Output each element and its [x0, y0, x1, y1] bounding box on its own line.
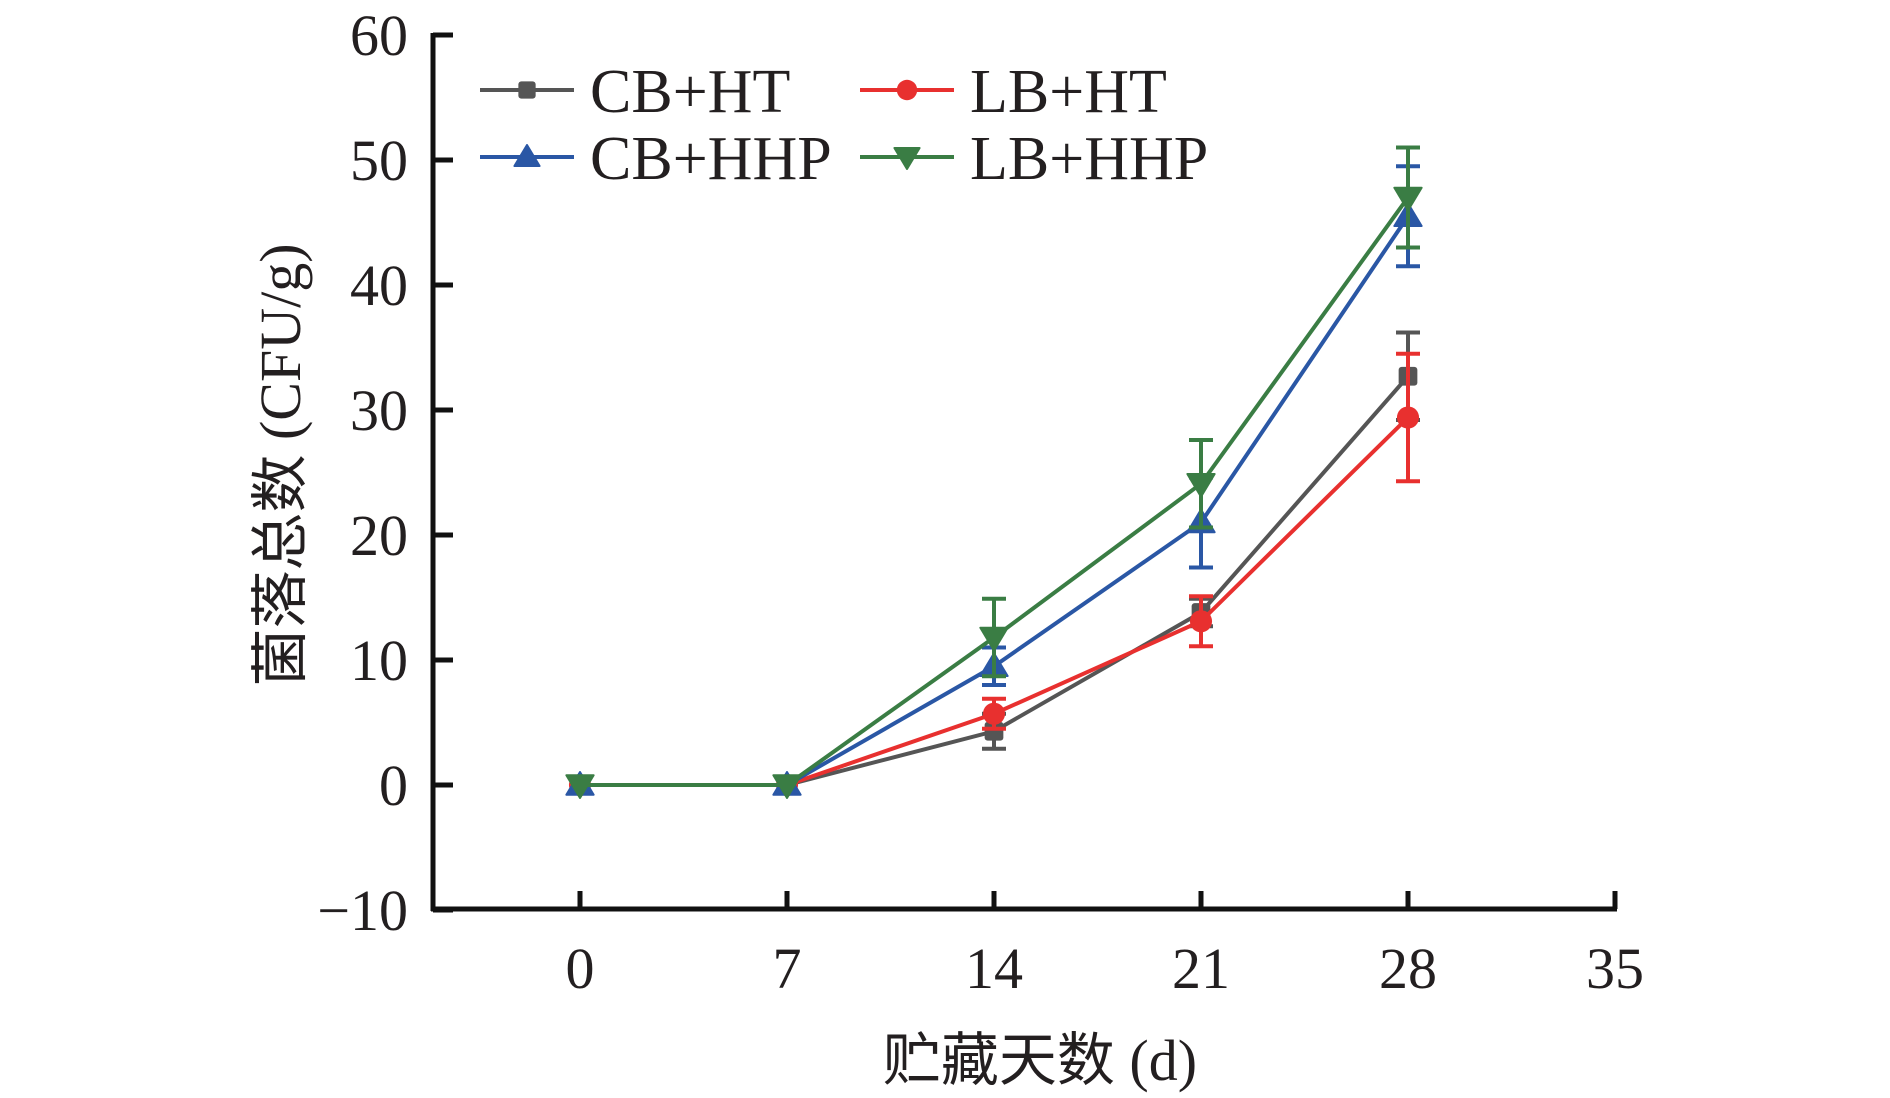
data-point [1189, 610, 1213, 633]
legend-label: LB+HT [970, 58, 1167, 126]
legend-item: CB+HT [480, 58, 790, 126]
legend-label: LB+HHP [970, 125, 1208, 193]
legend-item: CB+HHP [480, 125, 832, 193]
y-tick-label: 60 [350, 3, 408, 68]
y-axis-title: 菌落总数 (CFU/g) [248, 243, 313, 686]
data-point [979, 626, 1009, 652]
y-tick-label: 50 [350, 128, 408, 193]
legend-marker-icon [513, 144, 541, 167]
y-tick-label: 10 [350, 628, 408, 693]
x-tick-label: 7 [773, 936, 802, 1001]
data-point [772, 774, 802, 799]
x-tick-label: 28 [1379, 936, 1437, 1001]
legend-marker-icon [896, 79, 918, 101]
legend-label: CB+HT [590, 58, 790, 126]
data-point [982, 702, 1006, 725]
data-point [1396, 406, 1420, 429]
legend-label: CB+HHP [590, 125, 832, 193]
data-point [1393, 186, 1423, 212]
legend: CB+HT LB+HT CB+HHP LB+HHP [480, 58, 1208, 193]
series-lb-hhp [565, 145, 1423, 799]
y-tick-label: 40 [350, 253, 408, 318]
legend-item: LB+HHP [860, 125, 1208, 193]
x-tick-label: 21 [1172, 936, 1230, 1001]
series-layer [565, 145, 1423, 799]
data-point [984, 721, 1004, 741]
data-point [565, 774, 595, 799]
x-tick-label: 0 [566, 936, 595, 1001]
legend-item: LB+HT [860, 58, 1167, 126]
x-tick-label: 35 [1586, 936, 1644, 1001]
legend-marker-icon [518, 81, 536, 99]
y-tick-label: 0 [379, 753, 408, 818]
series-lb-ht [568, 351, 1420, 797]
y-tick-label: 20 [350, 503, 408, 568]
data-point [1186, 473, 1216, 498]
axes: −10 0 10 20 30 40 50 60 0 7 14 21 28 35 [317, 3, 1644, 1001]
y-tick-label: 30 [350, 378, 408, 443]
y-tick-label: −10 [317, 878, 408, 943]
x-axis-title: 贮藏天数 (d) [883, 1028, 1197, 1093]
legend-marker-icon [893, 147, 921, 170]
x-tick-label: 14 [965, 936, 1023, 1001]
